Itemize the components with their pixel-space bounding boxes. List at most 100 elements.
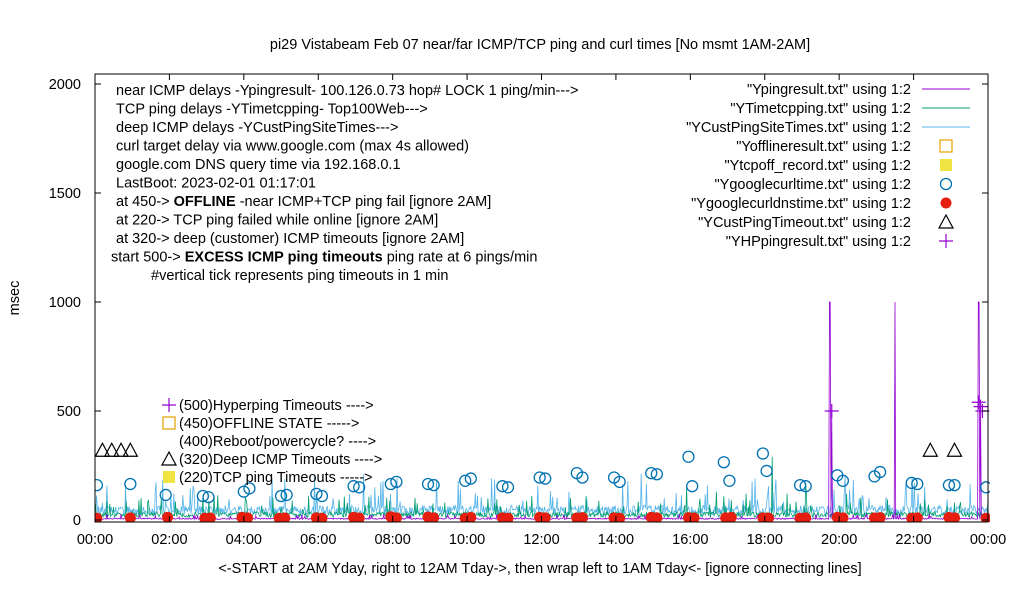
point-s6-32 — [725, 511, 737, 522]
x-tick-label-7: 14:00 — [598, 532, 634, 548]
point-s6-42 — [911, 512, 923, 522]
point-s5-30 — [686, 480, 699, 493]
legend-label-3: "Yofflineresult.txt" using 1:2 — [736, 139, 911, 155]
note-2: deep ICMP delays -YCustPingSiteTimes---> — [116, 120, 398, 136]
note-1: TCP ping delays -YTimetcpping- Top100Web… — [116, 102, 428, 118]
note-0: near ICMP delays -Ypingresult- 100.126.0… — [116, 83, 579, 99]
legend-label-8: "YHPpingresult.txt" using 1:2 — [726, 234, 911, 250]
point-s5-16 — [427, 478, 440, 492]
point-s6-4 — [204, 512, 216, 522]
point-s5-6 — [243, 482, 256, 495]
point-s6-10 — [316, 512, 328, 522]
legend-swatch-5 — [939, 177, 953, 191]
legend-label-6: "Ygooglecurldnstime.txt" using 1:2 — [691, 196, 911, 212]
point-s6-20 — [502, 512, 514, 522]
legend-swatch-6 — [940, 197, 952, 209]
point-s8-3 — [971, 395, 986, 410]
point-s5-38 — [836, 474, 850, 487]
legend-label-0: "Ypingresult.txt" using 1:2 — [747, 82, 911, 98]
point-s5-0 — [95, 478, 104, 492]
x-tick-label-4: 08:00 — [375, 532, 411, 548]
x-tick-label-12: 00:00 — [970, 532, 1006, 548]
legend-swatch-8 — [939, 234, 953, 248]
y-tick-label-1: 500 — [57, 404, 81, 420]
point-s6-18 — [465, 511, 477, 522]
point-s5-3 — [196, 489, 210, 503]
y-tick-label-3: 1500 — [49, 186, 81, 202]
point-s5-17 — [459, 474, 472, 487]
legend: "Ypingresult.txt" using 1:2 "YTimetcpping… — [686, 82, 970, 250]
point-s5-12 — [353, 481, 366, 494]
legend-label-4: "Ytcpoff_record.txt" using 1:2 — [724, 158, 911, 174]
point-s5-19 — [496, 480, 509, 493]
x-tick-label-5: 10:00 — [449, 532, 485, 548]
point-s5-22 — [539, 472, 552, 485]
point-s6-14 — [390, 512, 402, 522]
point-s8-0 — [824, 404, 839, 418]
x-tick-label-3: 06:00 — [300, 532, 336, 548]
point-s7-3 — [122, 441, 139, 457]
x-axis-label: <-START at 2AM Yday, right to 12AM Tday-… — [218, 561, 861, 577]
level-label-2: (400)Reboot/powercycle? ----> — [179, 434, 376, 450]
x-tick-label-1: 02:00 — [151, 532, 187, 548]
point-s5-44 — [948, 478, 961, 492]
point-s5-9 — [310, 487, 323, 500]
legend-swatch-7 — [937, 213, 955, 229]
x-tick-label-8: 16:00 — [672, 532, 708, 548]
point-s6-28 — [651, 512, 663, 522]
point-s5-15 — [421, 477, 435, 491]
point-s6-12 — [353, 512, 365, 522]
point-s6-38 — [837, 512, 849, 522]
point-s6-24 — [576, 512, 588, 522]
legend-label-2: "YCustPingSiteTimes.txt" using 1:2 — [686, 120, 911, 136]
note-5: LastBoot: 2023-02-01 01:17:01 — [116, 176, 316, 192]
point-s6-2 — [162, 511, 174, 522]
point-s5-28 — [650, 468, 663, 481]
point-s5-33 — [756, 447, 770, 460]
point-s5-4 — [202, 490, 215, 504]
x-tick-label-11: 22:00 — [895, 532, 931, 548]
point-s6-26 — [614, 512, 626, 522]
point-s7-2 — [113, 441, 130, 457]
legend-label-1: "YTimetcpping.txt" using 1:2 — [730, 101, 911, 117]
point-s5-27 — [645, 466, 658, 480]
point-s5-7 — [274, 489, 288, 503]
point-s5-13 — [384, 477, 397, 491]
level-label-1: (450)OFFLINE STATE -----> — [179, 416, 359, 432]
level-label-0: (500)Hyperping Timeouts ----> — [179, 398, 374, 414]
point-s7-1 — [103, 441, 120, 457]
point-s5-8 — [280, 488, 293, 502]
point-s7-4 — [922, 441, 939, 457]
y-axis-label: msec — [7, 281, 23, 316]
point-s5-2 — [159, 488, 172, 502]
axes: 00:00 02:00 04:00 06:00 08:00 10:00 12:00 14:00… — [49, 74, 1006, 548]
note-4: google.com DNS query time via 192.168.0.… — [116, 157, 401, 173]
x-tick-label-2: 04:00 — [226, 532, 262, 548]
x-tick-label-0: 00:00 — [77, 532, 113, 548]
point-s5-42 — [911, 477, 924, 491]
point-s5-24 — [576, 471, 589, 484]
point-s5-45 — [979, 481, 990, 494]
y-tick-label-0: 0 — [73, 513, 81, 529]
point-s7-5 — [946, 441, 963, 457]
point-s5-41 — [905, 476, 918, 490]
point-s5-21 — [533, 471, 546, 484]
point-s5-32 — [723, 474, 736, 487]
x-tick-label-9: 18:00 — [747, 532, 783, 548]
point-s6-22 — [539, 512, 551, 522]
level-label-4: (220)TCP ping Timeouts -----> — [179, 470, 373, 486]
level-label-3: (320)Deep ICMP Timeouts ----> — [179, 452, 382, 468]
point-s5-10 — [315, 489, 329, 503]
status-note-2: at 320-> deep (customer) ICMP timeouts [… — [116, 231, 464, 247]
point-s6-36 — [800, 512, 812, 522]
y-tick-label-2: 1000 — [49, 295, 81, 311]
point-s5-35 — [793, 478, 807, 492]
point-s5-29 — [682, 450, 695, 463]
point-s6-1 — [124, 512, 136, 522]
point-s6-30 — [688, 512, 700, 522]
chart-title: pi29 Vistabeam Feb 07 near/far ICMP/TCP … — [270, 37, 810, 53]
point-s5-1 — [124, 477, 137, 491]
point-s6-16 — [428, 512, 440, 522]
point-s6-8 — [279, 512, 291, 522]
